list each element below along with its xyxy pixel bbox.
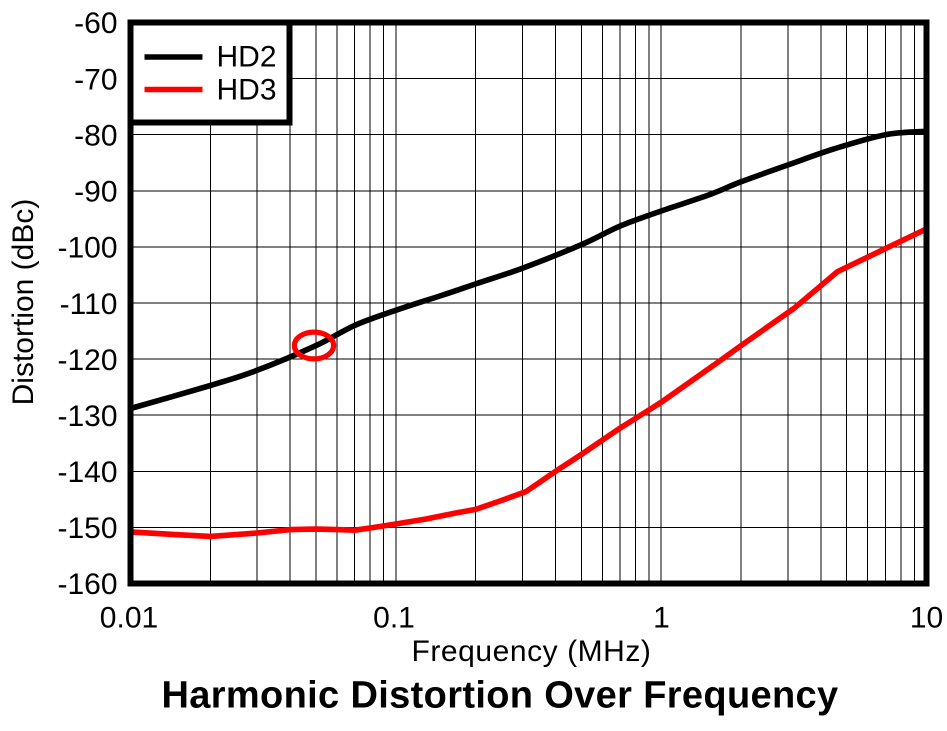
- svg-text:0.01: 0.01: [100, 602, 158, 635]
- svg-text:Frequency (MHz): Frequency (MHz): [412, 635, 652, 668]
- svg-text:-150: -150: [57, 512, 117, 545]
- svg-text:-60: -60: [74, 7, 117, 40]
- svg-text:1: 1: [653, 602, 670, 635]
- svg-text:-160: -160: [57, 568, 117, 601]
- svg-text:-100: -100: [57, 232, 117, 265]
- svg-text:-140: -140: [57, 456, 117, 489]
- svg-text:-80: -80: [74, 119, 117, 152]
- svg-text:-130: -130: [57, 400, 117, 433]
- svg-text:0.1: 0.1: [373, 602, 415, 635]
- svg-text:-120: -120: [57, 344, 117, 377]
- svg-text:10: 10: [910, 602, 943, 635]
- svg-text:HD3: HD3: [217, 73, 277, 106]
- svg-text:-110: -110: [60, 288, 118, 321]
- svg-text:Distortion (dBc): Distortion (dBc): [7, 199, 40, 406]
- svg-text:Harmonic Distortion Over Frequ: Harmonic Distortion Over Frequency: [161, 675, 838, 717]
- svg-text:HD2: HD2: [217, 41, 277, 74]
- svg-text:-70: -70: [74, 63, 117, 96]
- svg-text:-90: -90: [74, 176, 117, 209]
